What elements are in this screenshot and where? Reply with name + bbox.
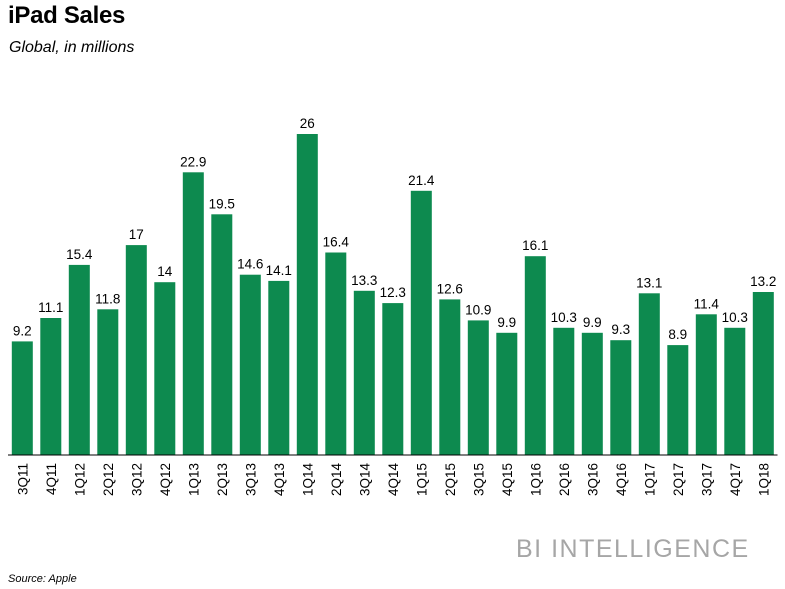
x-tick-2Q16: 2Q16 xyxy=(557,463,572,496)
data-label-1Q18: 13.2 xyxy=(750,274,776,289)
data-label-3Q16: 9.9 xyxy=(583,315,602,330)
x-tick-4Q11: 4Q11 xyxy=(44,463,59,495)
x-tick-2Q13: 2Q13 xyxy=(215,463,230,496)
x-tick-3Q11: 3Q11 xyxy=(15,463,30,495)
bars-group xyxy=(11,134,774,456)
x-tick-2Q14: 2Q14 xyxy=(329,463,344,497)
data-labels-group: 9.2 11.1 15.4 11.8 17 14 22.9 19.5 14.6 14.1 26 16.… xyxy=(13,116,777,342)
x-tick-1Q14: 1Q14 xyxy=(300,463,315,497)
bar-3Q12 xyxy=(125,245,147,455)
bar-chart: 9.2 11.1 15.4 11.8 17 14 22.9 19.5 14.6 14.1 26 16.… xyxy=(8,116,778,497)
data-label-1Q15: 21.4 xyxy=(408,173,435,188)
source-note: Source: Apple xyxy=(8,573,77,585)
data-label-4Q17: 10.3 xyxy=(722,310,748,325)
data-label-2Q13: 19.5 xyxy=(209,196,235,211)
data-label-4Q13: 14.1 xyxy=(266,263,292,278)
bar-3Q14 xyxy=(353,290,375,455)
bar-2Q12 xyxy=(97,309,119,455)
x-tick-2Q12: 2Q12 xyxy=(101,463,116,496)
data-label-4Q12: 14 xyxy=(157,264,173,279)
x-tick-4Q17: 4Q17 xyxy=(728,463,743,496)
data-label-1Q14: 26 xyxy=(300,116,315,131)
bar-1Q12 xyxy=(68,264,90,455)
bar-3Q17 xyxy=(695,314,717,455)
data-label-1Q12: 15.4 xyxy=(66,247,93,262)
data-label-2Q17: 8.9 xyxy=(668,327,687,342)
bar-2Q16 xyxy=(553,327,575,455)
x-tick-2Q15: 2Q15 xyxy=(443,463,458,496)
x-tick-1Q13: 1Q13 xyxy=(186,463,201,496)
data-label-2Q15: 12.6 xyxy=(437,281,463,296)
x-tick-3Q13: 3Q13 xyxy=(243,463,258,496)
bar-3Q13 xyxy=(239,274,261,455)
bar-3Q15 xyxy=(467,320,489,455)
chart-subtitle: Global, in millions xyxy=(9,39,135,56)
data-label-2Q16: 10.3 xyxy=(551,310,577,325)
data-label-2Q14: 16.4 xyxy=(323,235,350,250)
data-label-3Q11: 9.2 xyxy=(13,323,32,338)
x-tick-1Q17: 1Q17 xyxy=(642,463,657,496)
x-tick-1Q18: 1Q18 xyxy=(756,463,771,496)
bar-4Q17 xyxy=(724,327,746,455)
bar-1Q13 xyxy=(182,172,204,456)
x-tick-3Q17: 3Q17 xyxy=(699,463,714,496)
bar-1Q14 xyxy=(296,134,318,455)
bar-2Q13 xyxy=(211,214,233,456)
data-label-1Q16: 16.1 xyxy=(522,238,548,253)
bar-3Q11 xyxy=(11,341,33,455)
x-tick-1Q15: 1Q15 xyxy=(414,463,429,496)
bar-4Q15 xyxy=(496,332,518,455)
x-tick-3Q15: 3Q15 xyxy=(471,463,486,496)
data-label-3Q13: 14.6 xyxy=(237,257,263,272)
bar-4Q13 xyxy=(268,280,290,455)
data-label-4Q15: 9.9 xyxy=(497,315,516,330)
data-label-4Q11: 11.1 xyxy=(38,300,63,315)
x-tick-4Q16: 4Q16 xyxy=(614,463,629,496)
x-tick-4Q15: 4Q15 xyxy=(500,463,515,496)
bar-4Q16 xyxy=(610,340,632,455)
bar-1Q17 xyxy=(638,293,660,455)
bar-2Q17 xyxy=(667,345,689,455)
x-tick-1Q12: 1Q12 xyxy=(72,463,87,496)
x-tick-3Q12: 3Q12 xyxy=(129,463,144,496)
data-label-4Q16: 9.3 xyxy=(611,322,630,337)
x-tick-4Q12: 4Q12 xyxy=(158,463,173,496)
data-label-3Q15: 10.9 xyxy=(465,302,491,317)
brand-logo-text: BI INTELLIGENCE xyxy=(516,535,750,563)
data-label-4Q14: 12.3 xyxy=(380,285,406,300)
data-label-1Q13: 22.9 xyxy=(180,154,206,169)
bar-2Q14 xyxy=(325,252,347,455)
chart-title: iPad Sales xyxy=(8,2,126,29)
bar-3Q16 xyxy=(581,332,603,455)
x-tick-1Q16: 1Q16 xyxy=(528,463,543,496)
data-label-2Q12: 11.8 xyxy=(95,291,120,306)
x-tick-4Q13: 4Q13 xyxy=(272,463,287,496)
data-label-3Q17: 11.4 xyxy=(694,296,720,311)
bar-2Q15 xyxy=(439,299,461,455)
x-tick-3Q16: 3Q16 xyxy=(585,463,600,496)
bar-4Q12 xyxy=(154,282,176,455)
x-tick-labels-group: 3Q11 4Q11 1Q12 2Q12 3Q12 4Q12 1Q13 2Q13 3Q13 4Q13… xyxy=(15,463,771,497)
bar-1Q16 xyxy=(524,256,546,455)
bar-1Q15 xyxy=(410,190,432,456)
bar-4Q11 xyxy=(40,318,62,455)
data-label-3Q12: 17 xyxy=(129,227,144,242)
bar-4Q14 xyxy=(382,303,404,455)
data-label-1Q17: 13.1 xyxy=(636,275,662,290)
bar-1Q18 xyxy=(752,292,774,455)
x-tick-4Q14: 4Q14 xyxy=(386,463,401,497)
x-tick-3Q14: 3Q14 xyxy=(357,463,372,497)
x-tick-2Q17: 2Q17 xyxy=(671,463,686,496)
data-label-3Q14: 13.3 xyxy=(351,273,377,288)
